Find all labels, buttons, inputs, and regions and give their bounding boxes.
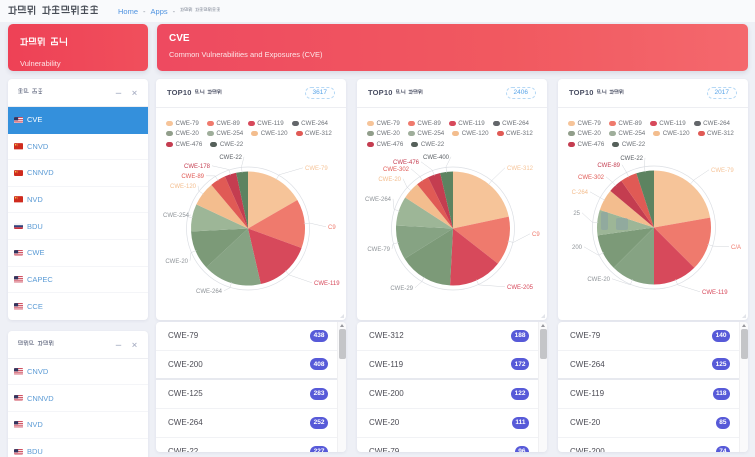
svg-text:CWE-178: CWE-178 [184, 164, 211, 170]
svg-text:CWE-264: CWE-264 [196, 289, 223, 295]
svg-text:CWE-89: CWE-89 [597, 163, 620, 169]
svg-text:CWE-264: CWE-264 [365, 197, 392, 203]
svg-text:CWE-79: CWE-79 [711, 168, 734, 174]
svg-text:CWE-79: CWE-79 [305, 166, 328, 172]
svg-text:CWE-312: CWE-312 [507, 166, 534, 172]
svg-text:CWE-79: CWE-79 [367, 247, 390, 253]
svg-text:CWE-29: CWE-29 [390, 286, 413, 292]
svg-text:CWE-20: CWE-20 [378, 177, 401, 183]
svg-text:CWE-22: CWE-22 [620, 156, 643, 162]
svg-text:25: 25 [573, 211, 580, 217]
svg-text:CWE-22: CWE-22 [219, 155, 242, 161]
svg-text:CWE-119: CWE-119 [702, 290, 728, 296]
svg-text:CWE-120: CWE-120 [170, 184, 197, 190]
svg-text:CWE-89: CWE-89 [181, 174, 204, 180]
svg-text:CWE-20: CWE-20 [587, 277, 610, 283]
svg-text:CWE-20: CWE-20 [165, 259, 188, 265]
svg-text:CWE-205: CWE-205 [507, 285, 534, 291]
svg-text:200: 200 [572, 245, 583, 251]
svg-text:C9: C9 [328, 225, 336, 231]
svg-text:C/A: C/A [731, 245, 741, 251]
svg-text:CWE-476: CWE-476 [393, 160, 420, 166]
svg-text:CWE-400: CWE-400 [423, 155, 450, 161]
svg-text:CWE-302: CWE-302 [578, 175, 605, 181]
svg-text:CWE-254: CWE-254 [163, 213, 190, 219]
svg-text:CWE-119: CWE-119 [314, 281, 340, 287]
svg-text:CWE-302: CWE-302 [383, 167, 410, 173]
svg-text:C9: C9 [532, 232, 540, 238]
svg-text:C-264: C-264 [572, 190, 589, 196]
